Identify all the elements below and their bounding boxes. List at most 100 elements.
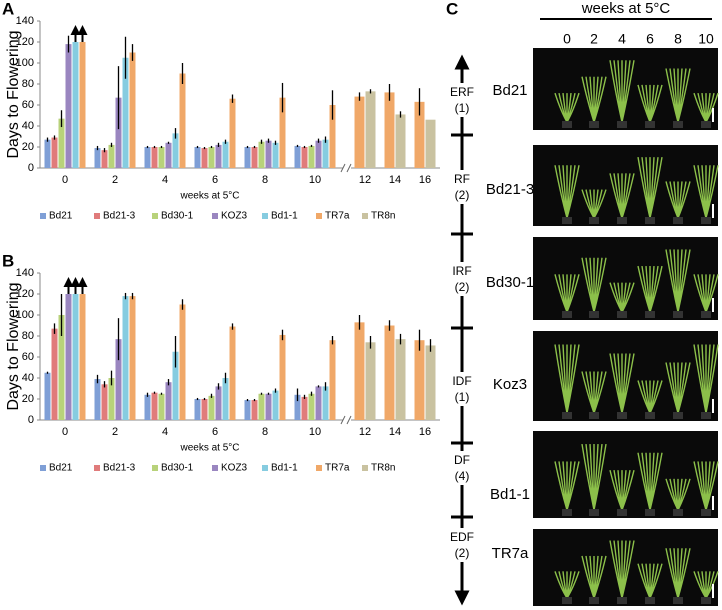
pot (562, 217, 572, 224)
pot (645, 121, 655, 128)
y-tick-label: 120 (16, 36, 34, 48)
y-tick-label: 140 (16, 267, 34, 279)
plant (609, 173, 635, 219)
plant (554, 344, 580, 414)
bar (179, 73, 186, 168)
x-tick-label: 12 (359, 174, 371, 186)
bar (51, 137, 58, 168)
pot (589, 597, 599, 604)
pot (645, 597, 655, 604)
legend-label: TR7a (325, 211, 350, 222)
plant (554, 274, 580, 313)
x-axis-label: weeks at 5°C (179, 443, 239, 454)
bar (354, 96, 365, 168)
x-tick-label: 10 (309, 174, 321, 186)
bar (201, 148, 208, 168)
pot (562, 311, 572, 318)
plant (637, 84, 663, 123)
bar (122, 296, 129, 420)
x-tick-label: 8 (262, 426, 268, 438)
x-tick-label: 10 (309, 426, 321, 438)
legend-label: KOZ3 (221, 463, 248, 474)
plant (693, 165, 719, 219)
x-tick-label: 4 (162, 174, 168, 186)
legend-swatch (362, 213, 368, 219)
bar (258, 141, 265, 168)
legend-label: Bd21-3 (103, 211, 136, 222)
plant (665, 181, 691, 219)
legend-swatch (40, 213, 46, 219)
line-name: Bd21 (492, 82, 527, 99)
pot (562, 121, 572, 128)
week-label: 2 (590, 31, 598, 47)
legend-label: Bd1-1 (271, 211, 298, 222)
label-bg (440, 170, 484, 204)
bar (44, 372, 51, 420)
bar (322, 139, 329, 168)
bar (329, 340, 336, 420)
pot (589, 121, 599, 128)
y-tick-label: 40 (22, 120, 34, 132)
x-tick-label: 14 (389, 174, 401, 186)
plant (665, 68, 691, 123)
y-tick-label: 20 (22, 393, 34, 405)
pot (645, 217, 655, 224)
plant (609, 540, 635, 599)
x-tick-label: 2 (112, 426, 118, 438)
x-tick-label: 14 (389, 426, 401, 438)
plant (637, 563, 663, 599)
label-bg (440, 528, 484, 562)
bar (51, 328, 58, 420)
bar (244, 400, 251, 420)
plant (581, 76, 607, 123)
bar (279, 97, 286, 168)
group-count: (1) (455, 390, 470, 404)
bar (272, 390, 279, 420)
pot (701, 121, 711, 128)
pot (673, 121, 683, 128)
pot (562, 412, 572, 419)
legend-swatch (362, 465, 368, 471)
y-tick-label: 140 (16, 15, 34, 27)
label-bg (440, 262, 484, 296)
panel-title: weeks at 5°C (581, 0, 671, 17)
axis-break (340, 163, 352, 173)
legend-label: KOZ3 (221, 211, 248, 222)
bar (151, 392, 158, 420)
pot (701, 311, 711, 318)
bar (384, 325, 395, 420)
y-tick-label: 60 (22, 99, 34, 111)
pot (589, 412, 599, 419)
bar (94, 148, 101, 168)
group-count: (4) (455, 469, 470, 483)
plant (581, 189, 607, 219)
pot (701, 217, 711, 224)
bar (122, 57, 129, 168)
bar (172, 351, 179, 420)
bar (172, 133, 179, 168)
legend-swatch (316, 465, 322, 471)
x-tick-label: 6 (212, 426, 218, 438)
y-tick-label: 40 (22, 372, 34, 384)
bar (251, 147, 258, 168)
legend-label: Bd30-1 (161, 463, 194, 474)
bar (79, 42, 86, 168)
plant (554, 461, 580, 511)
group-count: (2) (455, 280, 470, 294)
x-tick-label: 0 (62, 174, 68, 186)
pot (617, 311, 627, 318)
bar (144, 394, 151, 420)
legend-swatch (262, 465, 268, 471)
y-tick-label: 0 (28, 162, 34, 174)
photo (533, 237, 718, 320)
bar (201, 399, 208, 420)
bar (115, 339, 122, 420)
plant (554, 92, 580, 123)
bar (222, 141, 229, 168)
bar (65, 44, 72, 168)
week-label: 0 (563, 31, 571, 47)
plant (637, 452, 663, 511)
pot (645, 412, 655, 419)
bar (129, 296, 136, 420)
x-tick-label: 8 (262, 174, 268, 186)
